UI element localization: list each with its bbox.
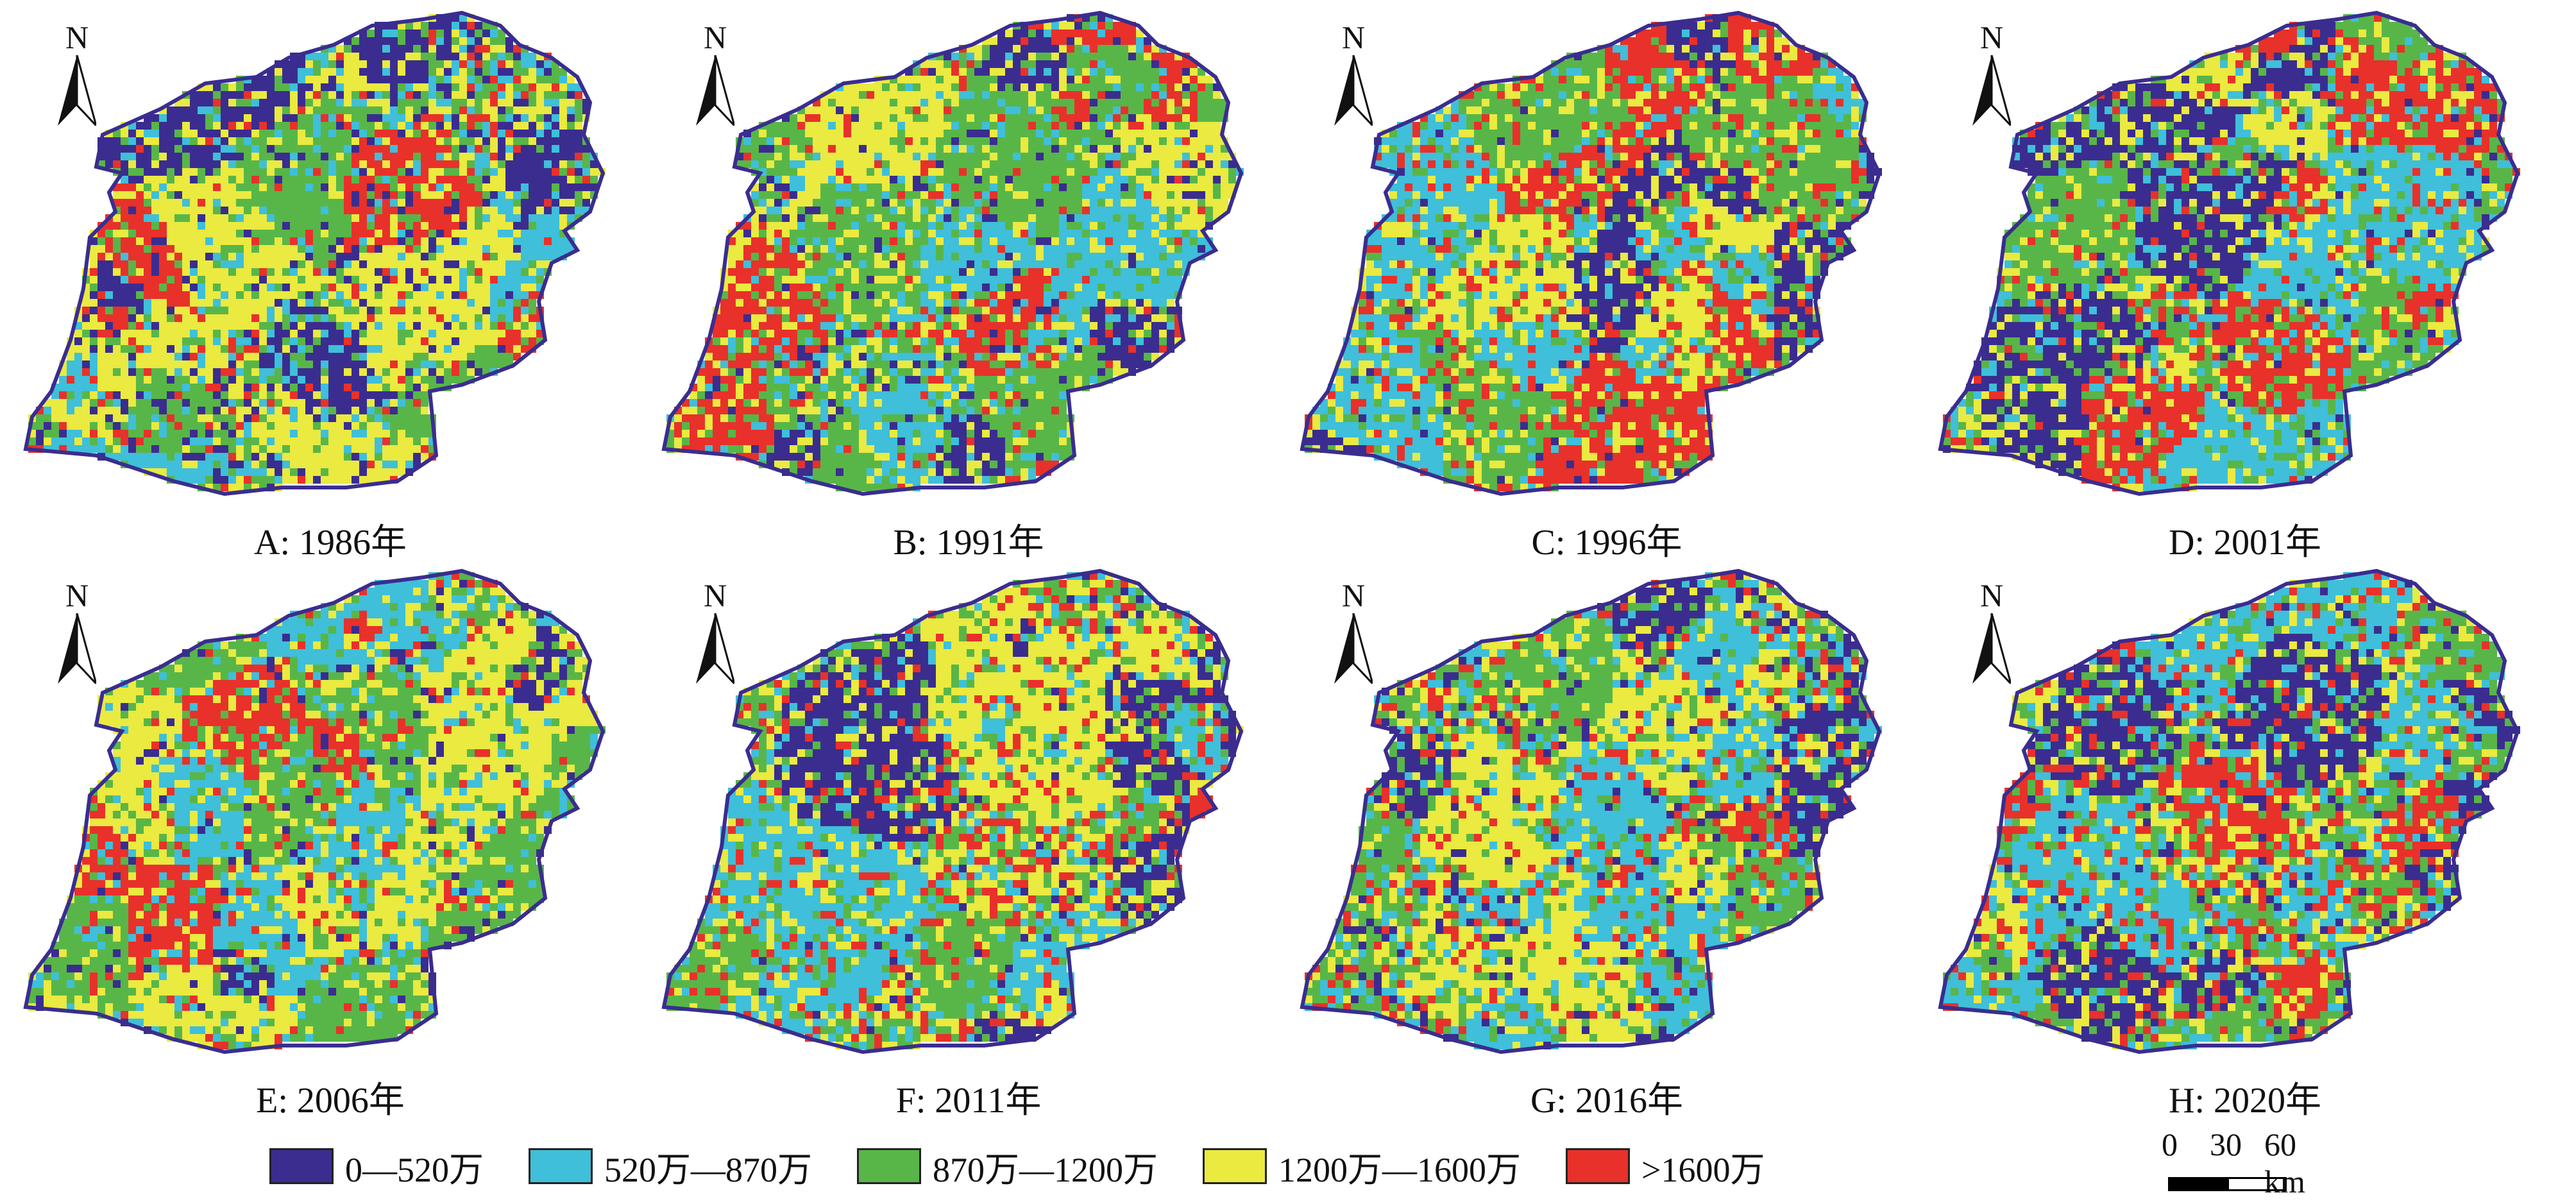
map-panel-b: N B: 1991年 [651,6,1286,571]
panel-caption: D: 2001年 [1928,513,2563,565]
panel-caption: B: 1991年 [651,513,1286,565]
legend-label: 1200万—1600万 [1278,1141,1521,1192]
north-label: N [51,19,103,55]
raster-map [661,568,1244,1055]
north-arrow: N [1966,577,2017,686]
legend-swatch [1566,1148,1630,1184]
north-label: N [690,19,741,55]
north-arrow: N [1966,19,2017,128]
region-boundary [661,10,1244,496]
north-arrow-icon [1972,613,2011,684]
legend-label: 520万—870万 [604,1141,812,1192]
region-boundary [1300,568,1882,1055]
legend-item: 520万—870万 [529,1141,812,1192]
north-arrow-icon [696,613,734,684]
scale-tick-0: 0 [2162,1126,2178,1163]
legend-label: >1600万 [1641,1141,1765,1192]
north-arrow: N [51,577,103,686]
panel-caption: F: 2011年 [651,1071,1286,1123]
raster-map [1938,10,2520,496]
legend-item: 0—520万 [269,1141,484,1192]
legend-item: >1600万 [1566,1141,1765,1192]
region-boundary [23,10,606,496]
region-boundary [661,568,1244,1055]
panel-caption: G: 2016年 [1289,1071,1924,1123]
region-boundary [1938,568,2520,1055]
north-arrow-icon [1334,55,1373,126]
north-label: N [1328,19,1379,55]
panel-caption: H: 2020年 [1928,1071,2563,1123]
scale-bar-fill [2170,1179,2229,1189]
legend-item: 870万—1200万 [857,1141,1158,1192]
raster-map [1300,10,1882,496]
panel-caption: E: 2006年 [13,1071,648,1123]
north-arrow-icon [1334,613,1373,684]
north-arrow-icon [696,55,734,126]
north-arrow: N [1328,577,1379,686]
map-panel-h: N H: 2020年 [1928,564,2563,1129]
legend-swatch [857,1148,921,1184]
north-label: N [690,577,741,613]
raster-map [1300,568,1882,1055]
north-label: N [1966,577,2017,613]
north-label: N [1328,577,1379,613]
north-arrow: N [690,19,741,128]
map-panel-a: N A: 1986年 [13,6,648,571]
scale-bar: 0 30 60 km [2162,1126,2305,1200]
legend-label: 0—520万 [345,1141,484,1192]
north-arrow-icon [58,55,96,126]
panel-caption: C: 1996年 [1289,513,1924,565]
region-boundary [1938,10,2520,496]
map-panel-e: N E: 2006年 [13,564,648,1129]
scale-bar-graphic [2168,1177,2287,1191]
raster-map [1938,568,2520,1055]
legend-label: 870万—1200万 [933,1141,1158,1192]
map-panel-d: N D: 2001年 [1928,6,2563,571]
north-arrow: N [51,19,103,128]
north-label: N [1966,19,2017,55]
map-panel-f: N F: 2011年 [651,564,1286,1129]
north-arrow: N [690,577,741,686]
north-arrow-icon [58,613,96,684]
scale-tick-60: 60 km [2264,1126,2305,1200]
panel-caption: A: 1986年 [13,513,648,565]
region-boundary [1300,10,1882,496]
raster-map [23,10,606,496]
north-arrow: N [1328,19,1379,128]
legend-swatch [1203,1148,1267,1184]
legend-swatch [269,1148,334,1184]
map-panel-g: N G: 2016年 [1289,564,1924,1129]
region-boundary [23,568,606,1055]
legend-item: 1200万—1600万 [1203,1141,1521,1192]
legend-swatch [529,1148,593,1184]
raster-map [661,10,1244,496]
raster-map [23,568,606,1055]
north-arrow-icon [1972,55,2011,126]
map-panel-c: N C: 1996年 [1289,6,1924,571]
north-label: N [51,577,103,613]
scale-tick-30: 30 [2210,1126,2242,1163]
legend: 0—520万 520万—870万 870万—1200万 1200万—1600万 … [269,1140,1809,1192]
